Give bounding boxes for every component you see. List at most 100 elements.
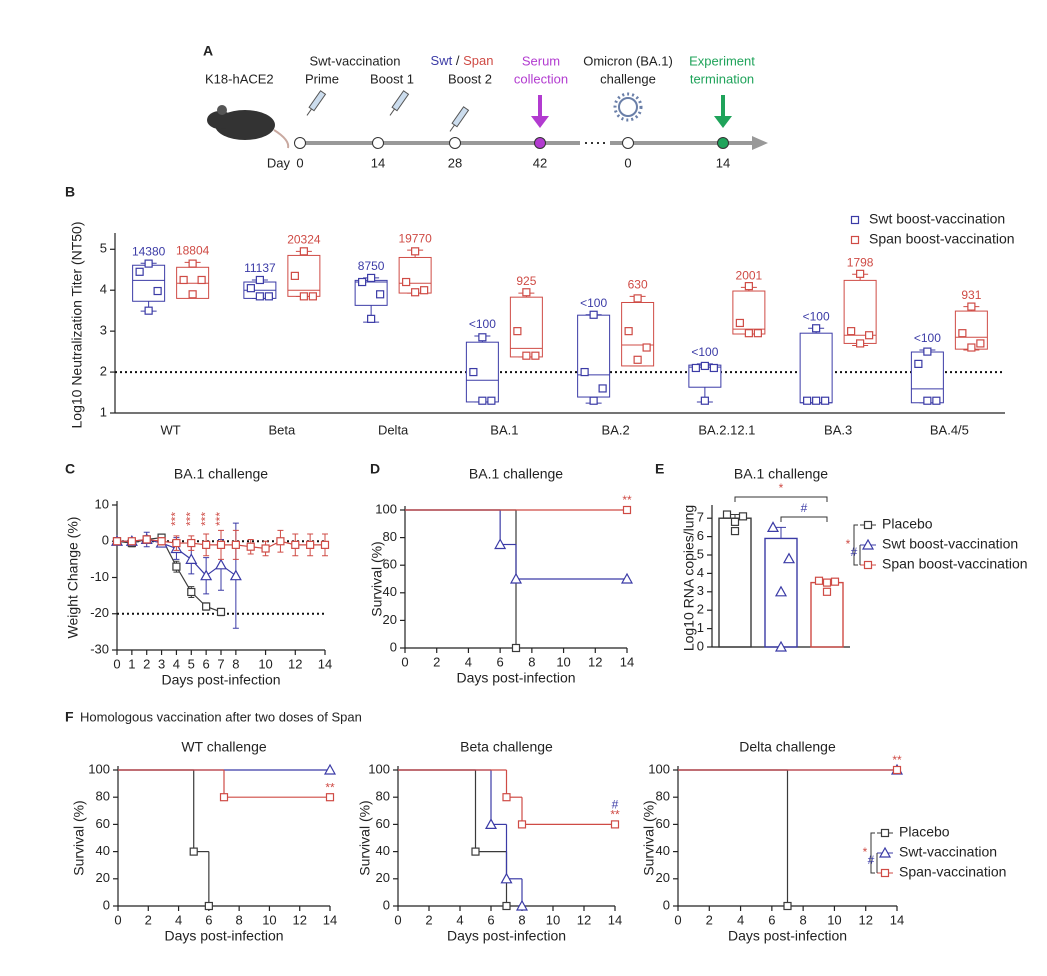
- panel-title: Homologous vaccination after two doses o…: [80, 709, 362, 724]
- data-point: [255, 292, 264, 301]
- data-point: [484, 818, 498, 830]
- y-tick-label: 60: [96, 816, 110, 831]
- x-tick-label: 8: [528, 654, 535, 669]
- x-tick-label: 5: [188, 656, 195, 671]
- chart-title: BA.1 challenge: [734, 466, 828, 482]
- data-point: [502, 901, 511, 911]
- box: [799, 332, 833, 404]
- data-point: [185, 553, 198, 564]
- data-point: [691, 363, 700, 373]
- x-tick-label: 4: [737, 912, 744, 927]
- y-axis-label: Survival (%): [641, 800, 657, 875]
- timepoint: [717, 137, 729, 149]
- y-axis-label: Log10 Neutralization Titer (NT50): [69, 222, 85, 429]
- y-tick-label: 20: [96, 870, 110, 885]
- data-point: [411, 288, 420, 297]
- legend-marker: [850, 235, 860, 245]
- data-point: [202, 602, 211, 611]
- data-point: [299, 247, 308, 256]
- vaccine-label: Swt / Span: [431, 53, 494, 68]
- chart-title: Delta challenge: [739, 739, 836, 755]
- chart-title: WT challenge: [181, 739, 267, 755]
- data-point: [509, 572, 523, 584]
- significance: #: [868, 853, 875, 867]
- titer-label: 8750: [358, 259, 385, 273]
- y-axis-label: Survival (%): [71, 800, 87, 875]
- titer-label: 2001: [736, 269, 763, 283]
- data-point: [402, 277, 411, 287]
- data-point: [264, 292, 273, 301]
- data-point: [782, 552, 796, 564]
- x-tick-label: 14: [608, 912, 622, 927]
- x-tick-label: 8: [232, 656, 239, 671]
- data-point: [589, 310, 598, 319]
- data-point: [633, 294, 642, 303]
- data-point: [200, 569, 213, 581]
- data-point: [923, 396, 932, 405]
- y-tick-label: -30: [90, 641, 109, 656]
- panel-label: E: [655, 461, 664, 477]
- significance: **: [892, 753, 902, 767]
- y-tick-label: 20: [376, 870, 390, 885]
- step-label: Boost 1: [370, 71, 414, 86]
- y-tick-label: 7: [697, 510, 704, 525]
- data-point: [633, 355, 642, 364]
- y-axis-label: Log10 RNA copies/lung: [681, 505, 697, 651]
- data-point: [502, 793, 511, 802]
- data-point: [179, 275, 188, 285]
- significance: *: [863, 845, 868, 859]
- data-point: [812, 324, 821, 333]
- x-tick-label: 3: [158, 656, 165, 671]
- data-point: [299, 292, 308, 301]
- data-point: [766, 521, 780, 533]
- data-point: [214, 558, 228, 570]
- data-point: [967, 343, 976, 352]
- data-point: [142, 535, 151, 544]
- data-point: [216, 540, 226, 549]
- y-tick-label: 2: [100, 364, 107, 379]
- data-point: [291, 540, 300, 549]
- data-point: [958, 329, 967, 338]
- separator: /: [456, 53, 460, 68]
- termination-arrow: [714, 95, 732, 128]
- titer-label: 19770: [398, 231, 432, 245]
- y-tick-label: 60: [376, 816, 390, 831]
- significance: ***: [169, 512, 183, 526]
- step-label: Prime: [305, 71, 339, 86]
- day-value: 14: [371, 155, 385, 170]
- data-point: [624, 327, 633, 336]
- syringes: [306, 90, 470, 132]
- data-point: [290, 271, 299, 280]
- significance: ***: [213, 512, 227, 526]
- data-point: [700, 396, 709, 405]
- data-point: [730, 517, 740, 526]
- data-point: [494, 538, 507, 550]
- x-tick-label: 10: [258, 656, 272, 671]
- day-value: 42: [533, 155, 547, 170]
- y-tick-label: 4: [697, 565, 704, 580]
- day-label: Day: [267, 155, 291, 170]
- data-point: [367, 314, 376, 323]
- x-axis-label: Days post-infection: [161, 672, 280, 688]
- y-tick-label: 60: [383, 557, 397, 572]
- data-point: [367, 273, 376, 283]
- y-tick-label: 6: [697, 528, 704, 543]
- legend-marker: [850, 215, 860, 225]
- x-tick-label: WT: [161, 422, 181, 437]
- data-point: [709, 363, 718, 373]
- data-point: [188, 290, 197, 299]
- data-point: [830, 577, 840, 586]
- data-point: [411, 247, 420, 256]
- data-point: [308, 292, 317, 301]
- y-tick-label: 100: [648, 761, 670, 776]
- x-tick-label: 0: [401, 654, 408, 669]
- data-point: [620, 572, 634, 584]
- serum-arrow: [531, 95, 549, 128]
- x-tick-label: 14: [620, 654, 634, 669]
- mouse-head: [207, 111, 233, 129]
- data-point: [589, 396, 598, 405]
- data-point: [261, 544, 270, 553]
- y-tick-label: 20: [656, 870, 670, 885]
- day-value: 28: [448, 155, 462, 170]
- legend-label: Span-vaccination: [899, 864, 1006, 880]
